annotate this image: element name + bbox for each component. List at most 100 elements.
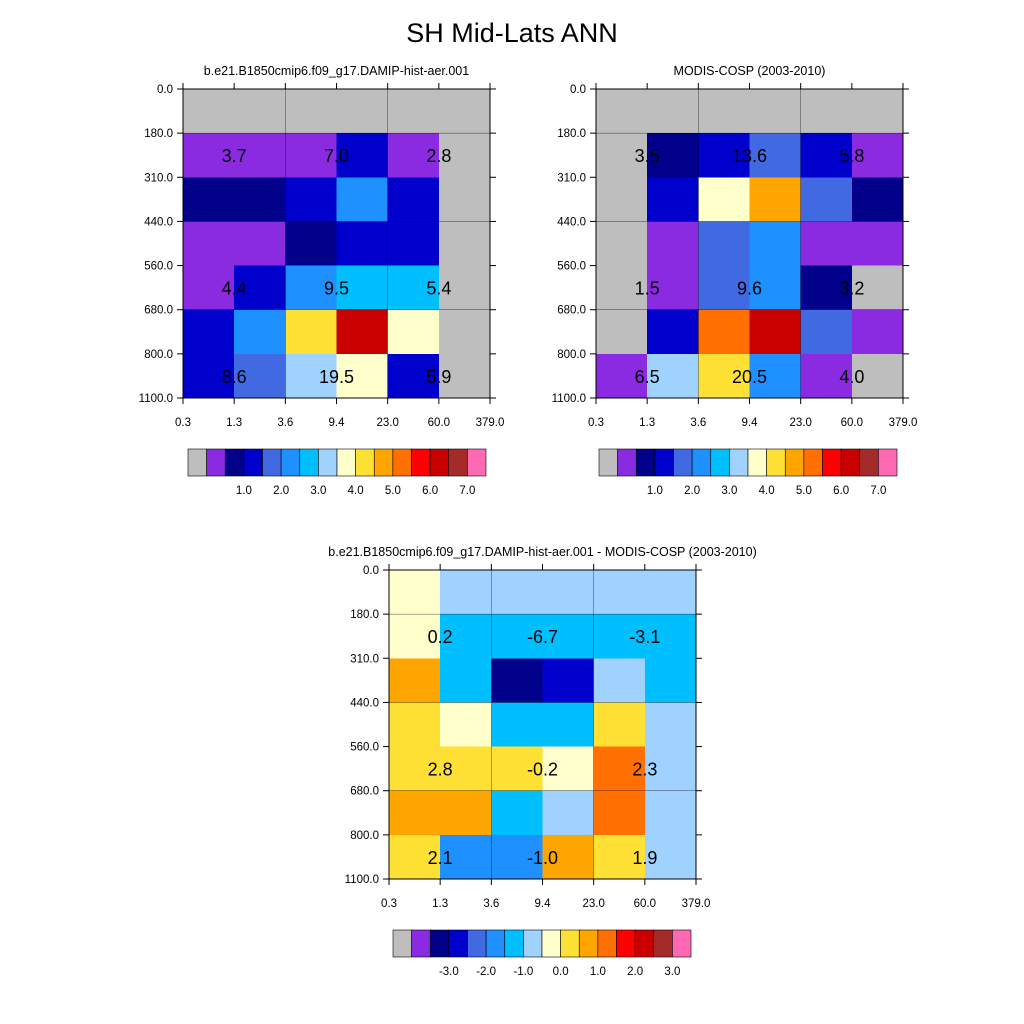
value-label: 2.8 [428,760,453,780]
heatmap-cell [491,702,543,748]
value-label: 9.5 [324,279,349,299]
panel-title: b.e21.B1850cmip6.f09_g17.DAMIP-hist-aer.… [328,545,756,559]
heatmap-cell [336,221,389,267]
colorbar-box [429,929,450,958]
x-tick-label: 1.3 [226,417,242,429]
heatmap-cell [438,309,491,355]
y-tick-label: 560.0 [557,261,586,273]
colorbar-box [803,448,823,477]
heatmap-cell [698,309,750,355]
x-tick-label: 60.0 [841,417,863,429]
y-tick-label: 560.0 [144,261,173,273]
heatmap-cell [596,353,648,399]
heatmap-cell [647,177,699,222]
colorbar-tick-label: 4.0 [759,485,775,497]
colorbar-box [355,448,375,477]
heatmap-cell [438,353,491,399]
heatmap-cell [698,353,750,399]
colorbar-tick-label: 6.0 [833,485,849,497]
heatmap-cell [285,221,337,267]
heatmap-cell [183,353,235,399]
colorbar-box [597,929,617,958]
heatmap-cell [593,746,646,792]
heatmap-cell [285,265,337,311]
heatmap-cell [336,309,389,355]
heatmap-cell [542,702,595,748]
colorbar-tick-label: -3.0 [439,966,459,978]
colorbar-box [467,448,487,477]
heatmap-cell [285,353,337,399]
heatmap-cell [851,353,904,399]
colorbar-box [262,448,282,477]
panel-title: b.e21.B1850cmip6.f09_g17.DAMIP-hist-aer.… [204,64,469,78]
colorbar-box [206,448,226,477]
heatmap-cell [387,353,440,399]
heatmap-cell [440,614,492,659]
colorbar-box [299,448,319,477]
x-tick-label: 60.0 [428,417,450,429]
heatmap-cell [749,177,802,222]
value-label: -6.7 [527,627,558,647]
heatmap-cell [387,309,440,355]
heatmap-cell [542,834,595,880]
heatmap-cell [234,353,286,399]
heatmap-cell [438,89,491,134]
x-tick-label: 3.6 [277,417,293,429]
heatmap-cell [644,790,697,836]
colorbar-box [729,448,749,477]
heatmap-cell [647,309,699,355]
heatmap-cell [440,658,492,703]
colorbar-box [617,448,637,477]
heatmap-cell [183,89,235,134]
panel-observations: MODIS-COSP (2003-2010) 0.0 180.0 310.0 440.0… [552,64,918,497]
colorbar-tick-label: 2.0 [627,966,643,978]
heatmap-cell [387,221,440,267]
heatmap-cell [698,133,750,178]
heatmap-cell [542,614,595,659]
heatmap-cell [851,265,904,311]
heatmap-cell [749,309,802,355]
heatmap-cell [438,133,491,178]
colorbar-box [560,929,580,958]
heatmap-cell [644,570,697,615]
x-tick-label: 3.6 [483,898,499,910]
value-label: 19.5 [319,367,354,387]
colorbar-box [673,448,693,477]
heatmap-cell [644,702,697,748]
heatmap-cell [644,614,697,659]
heatmap-cell [183,309,235,355]
heatmap-cell [542,746,595,792]
colorbar-box [747,448,767,477]
x-tick-label: 379.0 [476,417,505,429]
heatmap-cell [800,177,853,222]
heatmap-cell [234,265,286,311]
heatmap-cell [387,89,440,134]
heatmap-cell [387,133,440,178]
colorbar-box [822,448,842,477]
x-tick-label: 60.0 [634,898,656,910]
y-tick-label: 0.0 [570,84,586,96]
heatmap-cell [647,89,699,134]
heatmap-cell [800,133,853,178]
value-label: 8.6 [222,367,247,387]
x-tick-label: 379.0 [682,898,711,910]
y-tick-label: 680.0 [350,786,379,798]
y-tick-label: 180.0 [350,609,379,621]
panel-title: MODIS-COSP (2003-2010) [674,64,826,78]
value-label: 4.0 [839,367,864,387]
heatmap-cell [491,790,543,836]
heatmap-cell [644,746,697,792]
y-tick-label: 1100.0 [552,393,586,405]
panel-difference: b.e21.B1850cmip6.f09_g17.DAMIP-hist-aer.… [328,545,756,978]
colorbar-tick-label: -1.0 [513,966,533,978]
value-label: 1.9 [632,848,657,868]
heatmap-cell [491,746,543,792]
heatmap-cell [491,614,543,659]
colorbar-box [411,929,431,958]
heatmap-cell [749,133,802,178]
x-tick-label: 23.0 [789,417,811,429]
colorbar-tick-label: 3.0 [664,966,680,978]
y-tick-label: 310.0 [350,653,379,665]
heatmap-cell [647,221,699,267]
